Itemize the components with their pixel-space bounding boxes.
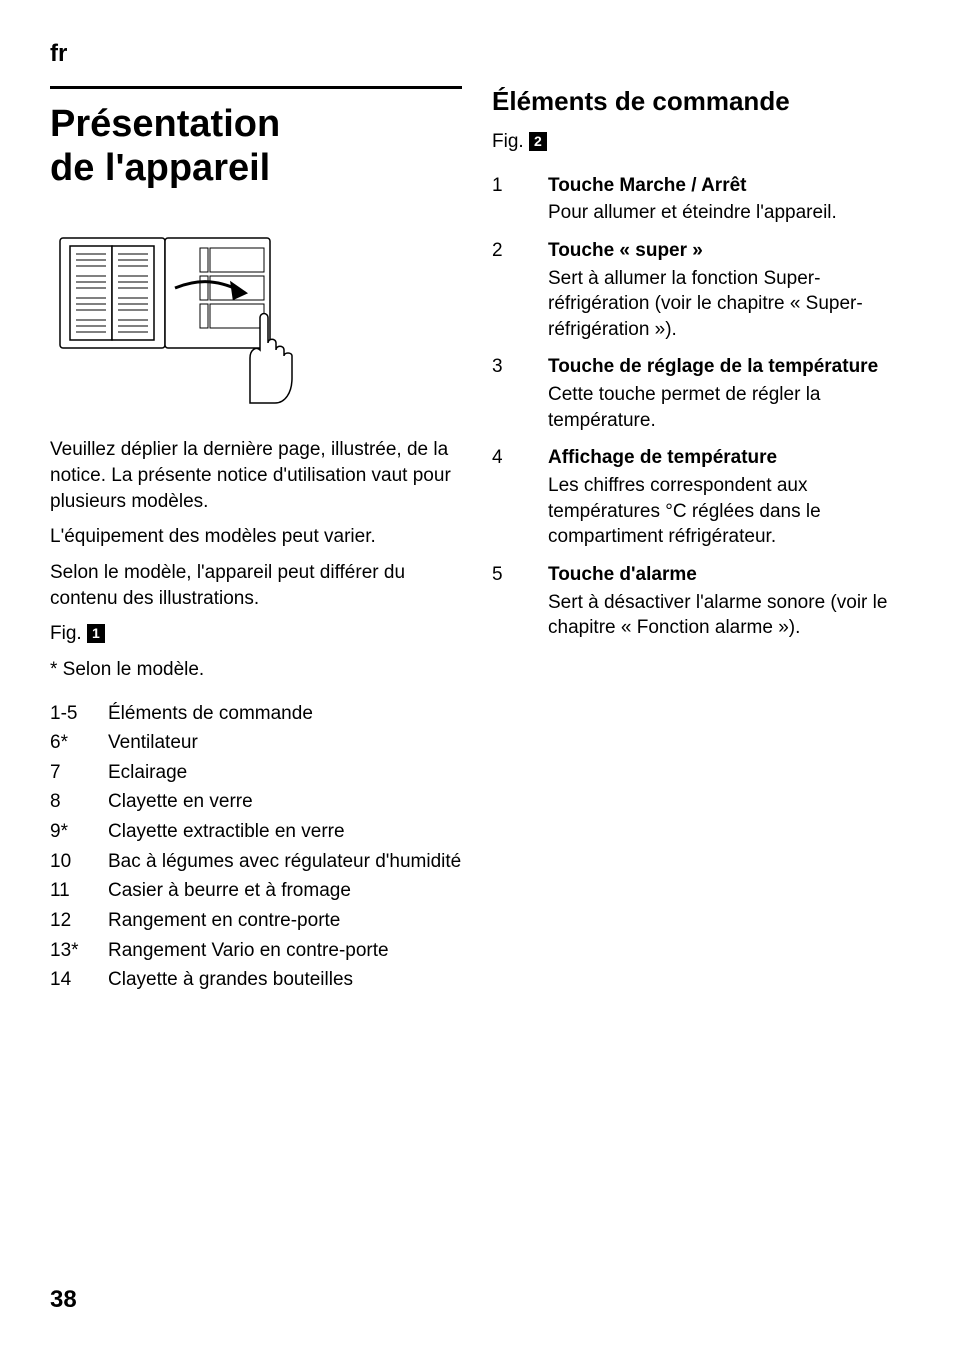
control-num: 2 bbox=[492, 238, 548, 343]
parts-label: Rangement Vario en contre-porte bbox=[108, 938, 389, 964]
section-separator bbox=[50, 86, 462, 89]
control-label: Touche de réglage de la température bbox=[548, 354, 904, 380]
controls-title: Éléments de commande bbox=[492, 86, 904, 117]
section-title: Présentation de l'appareil bbox=[50, 103, 462, 190]
parts-label: Rangement en contre-porte bbox=[108, 908, 340, 934]
parts-list: 1-5 Éléments de commande 6* Ventilateur … bbox=[50, 701, 462, 993]
control-num: 3 bbox=[492, 354, 548, 433]
intro-text: Veuillez déplier la dernière page, illus… bbox=[50, 437, 462, 682]
parts-row: 1-5 Éléments de commande bbox=[50, 701, 462, 727]
control-num: 1 bbox=[492, 173, 548, 226]
page-number: 38 bbox=[50, 1286, 77, 1314]
controls-list: 1 Touche Marche / Arrêt Pour allumer et … bbox=[492, 173, 904, 641]
parts-num: 8 bbox=[50, 789, 108, 815]
control-num: 4 bbox=[492, 445, 548, 550]
control-label: Touche « super » bbox=[548, 238, 904, 264]
fig2-reference: Fig. 2 bbox=[492, 129, 904, 155]
parts-num: 9* bbox=[50, 819, 108, 845]
parts-num: 7 bbox=[50, 760, 108, 786]
control-row: 1 Touche Marche / Arrêt Pour allumer et … bbox=[492, 173, 904, 226]
left-column: Présentation de l'appareil bbox=[50, 86, 462, 997]
parts-num: 12 bbox=[50, 908, 108, 934]
control-body: Touche d'alarme Sert à désactiver l'alar… bbox=[548, 562, 904, 641]
control-num: 5 bbox=[492, 562, 548, 641]
fig2-badge: 2 bbox=[529, 132, 547, 151]
control-row: 2 Touche « super » Sert à allumer la fon… bbox=[492, 238, 904, 343]
fig1-badge: 1 bbox=[87, 624, 105, 643]
parts-row: 12 Rangement en contre-porte bbox=[50, 908, 462, 934]
parts-row: 10 Bac à légumes avec régulateur d'humid… bbox=[50, 849, 462, 875]
parts-label: Clayette à grandes bouteilles bbox=[108, 967, 353, 993]
control-desc: Sert à désactiver l'alarme sonore (voir … bbox=[548, 590, 904, 641]
parts-row: 9* Clayette extractible en verre bbox=[50, 819, 462, 845]
control-label: Affichage de température bbox=[548, 445, 904, 471]
parts-row: 8 Clayette en verre bbox=[50, 789, 462, 815]
control-row: 5 Touche d'alarme Sert à désactiver l'al… bbox=[492, 562, 904, 641]
intro-p1: Veuillez déplier la dernière page, illus… bbox=[50, 437, 462, 514]
parts-num: 14 bbox=[50, 967, 108, 993]
control-label: Touche Marche / Arrêt bbox=[548, 173, 904, 199]
control-desc: Les chiffres correspondent aux températu… bbox=[548, 473, 904, 550]
title-line-2: de l'appareil bbox=[50, 147, 270, 189]
parts-label: Bac à légumes avec régulateur d'humidité bbox=[108, 849, 461, 875]
fig-label: Fig. bbox=[492, 131, 524, 152]
parts-num: 10 bbox=[50, 849, 108, 875]
parts-label: Clayette extractible en verre bbox=[108, 819, 345, 845]
control-desc: Cette touche permet de régler la tempéra… bbox=[548, 382, 904, 433]
foldout-illustration bbox=[50, 218, 462, 413]
parts-num: 13* bbox=[50, 938, 108, 964]
title-line-1: Présentation bbox=[50, 103, 280, 145]
parts-label: Clayette en verre bbox=[108, 789, 253, 815]
control-body: Touche de réglage de la température Cett… bbox=[548, 354, 904, 433]
model-footnote: * Selon le modèle. bbox=[50, 657, 462, 683]
fig1-reference: Fig. 1 bbox=[50, 621, 462, 647]
control-desc: Sert à allumer la fonction Super-réfrigé… bbox=[548, 266, 904, 343]
language-code: fr bbox=[50, 40, 904, 68]
parts-label: Casier à beurre et à fromage bbox=[108, 878, 351, 904]
parts-row: 6* Ventilateur bbox=[50, 730, 462, 756]
intro-p3: Selon le modèle, l'appareil peut différe… bbox=[50, 560, 462, 611]
control-label: Touche d'alarme bbox=[548, 562, 904, 588]
parts-num: 6* bbox=[50, 730, 108, 756]
control-body: Affichage de température Les chiffres co… bbox=[548, 445, 904, 550]
parts-label: Éléments de commande bbox=[108, 701, 313, 727]
control-body: Touche Marche / Arrêt Pour allumer et ét… bbox=[548, 173, 904, 226]
parts-num: 1-5 bbox=[50, 701, 108, 727]
content-columns: Présentation de l'appareil bbox=[50, 86, 904, 997]
parts-label: Ventilateur bbox=[108, 730, 198, 756]
control-desc: Pour allumer et éteindre l'appareil. bbox=[548, 200, 904, 226]
parts-row: 13* Rangement Vario en contre-porte bbox=[50, 938, 462, 964]
right-column: Éléments de commande Fig. 2 1 Touche Mar… bbox=[492, 86, 904, 997]
fig-label: Fig. bbox=[50, 623, 82, 644]
control-body: Touche « super » Sert à allumer la fonct… bbox=[548, 238, 904, 343]
parts-row: 7 Eclairage bbox=[50, 760, 462, 786]
parts-num: 11 bbox=[50, 878, 108, 904]
intro-p2: L'équipement des modèles peut varier. bbox=[50, 524, 462, 550]
parts-row: 14 Clayette à grandes bouteilles bbox=[50, 967, 462, 993]
control-row: 4 Affichage de température Les chiffres … bbox=[492, 445, 904, 550]
parts-row: 11 Casier à beurre et à fromage bbox=[50, 878, 462, 904]
parts-label: Eclairage bbox=[108, 760, 187, 786]
control-row: 3 Touche de réglage de la température Ce… bbox=[492, 354, 904, 433]
